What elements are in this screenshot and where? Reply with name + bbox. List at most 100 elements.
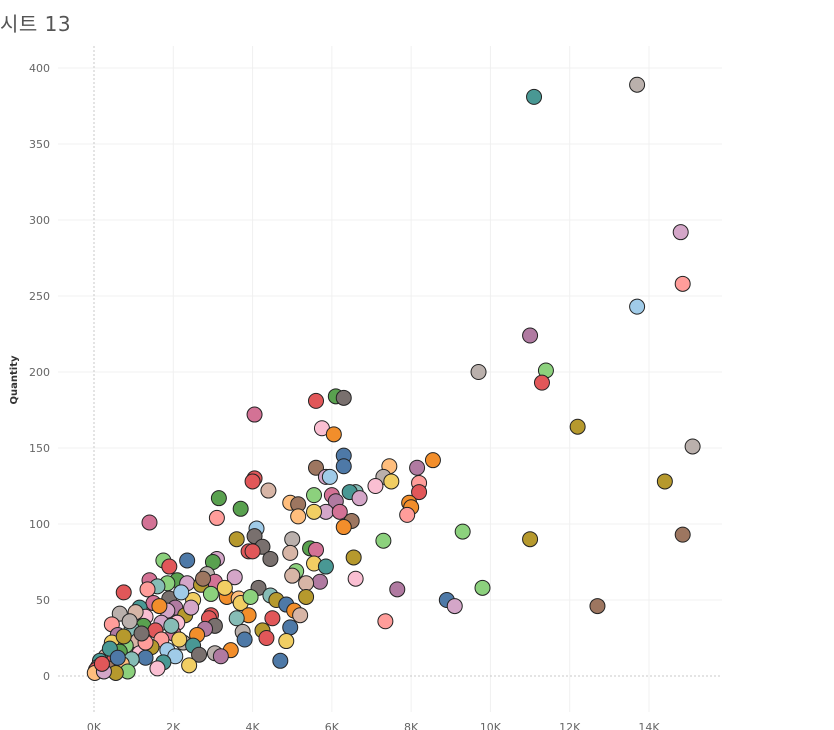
- scatter-point[interactable]: [331, 503, 348, 520]
- scatter-point[interactable]: [244, 473, 261, 490]
- y-tick-label: 300: [29, 214, 50, 227]
- scatter-point[interactable]: [181, 657, 198, 674]
- scatter-point[interactable]: [424, 452, 441, 469]
- scatter-point[interactable]: [347, 570, 364, 587]
- scatter-point[interactable]: [446, 598, 463, 615]
- scatter-point[interactable]: [308, 392, 324, 409]
- scatter-point[interactable]: [272, 652, 289, 669]
- scatter-point[interactable]: [629, 76, 646, 93]
- scatter-point[interactable]: [262, 550, 279, 567]
- scatter-point[interactable]: [411, 484, 428, 501]
- scatter-point[interactable]: [526, 88, 543, 105]
- scatter-point[interactable]: [308, 459, 324, 476]
- scatter-point[interactable]: [141, 514, 158, 531]
- scatter-point[interactable]: [389, 581, 406, 598]
- scatter-point[interactable]: [183, 599, 200, 616]
- scatter-point[interactable]: [674, 526, 691, 543]
- scatter-point[interactable]: [139, 581, 156, 598]
- scatter-point[interactable]: [115, 584, 132, 601]
- scatter-point[interactable]: [121, 613, 138, 630]
- scatter-point[interactable]: [674, 275, 691, 292]
- scatter-point[interactable]: [335, 389, 352, 406]
- scatter-point[interactable]: [149, 660, 166, 677]
- scatter-point[interactable]: [173, 584, 190, 601]
- scatter-point[interactable]: [258, 630, 275, 646]
- scatter-point[interactable]: [317, 558, 334, 575]
- scatter-point[interactable]: [216, 579, 233, 596]
- scatter-point[interactable]: [522, 327, 539, 344]
- scatter-point[interactable]: [298, 588, 315, 605]
- scatter-point[interactable]: [321, 468, 338, 485]
- scatter-point[interactable]: [284, 567, 301, 584]
- scatter-point[interactable]: [191, 646, 208, 663]
- scatter-point[interactable]: [522, 531, 539, 548]
- scatter-point[interactable]: [228, 531, 245, 548]
- scatter-point[interactable]: [228, 610, 245, 627]
- scatter-point[interactable]: [171, 631, 188, 648]
- scatter-point[interactable]: [292, 607, 309, 624]
- scatter-point[interactable]: [589, 598, 606, 615]
- scatter-point[interactable]: [409, 459, 426, 476]
- scatter-point[interactable]: [133, 625, 150, 642]
- scatter-point[interactable]: [226, 569, 243, 586]
- y-tick-label: 0: [43, 670, 50, 683]
- scatter-point[interactable]: [325, 426, 342, 443]
- y-tick-label: 250: [29, 290, 50, 303]
- scatter-point[interactable]: [367, 478, 384, 494]
- scatter-point[interactable]: [260, 482, 277, 499]
- scatter-point[interactable]: [335, 519, 352, 536]
- scatter-point[interactable]: [311, 573, 328, 590]
- scatter-point[interactable]: [399, 506, 416, 523]
- scatter-point[interactable]: [298, 575, 315, 592]
- scatter-point[interactable]: [161, 558, 178, 575]
- scatter-point[interactable]: [244, 543, 261, 560]
- scatter-point[interactable]: [454, 523, 471, 540]
- y-tick-label: 100: [29, 518, 50, 531]
- scatter-point[interactable]: [656, 473, 673, 490]
- x-tick-label: 8K: [404, 721, 419, 730]
- scatter-point[interactable]: [345, 549, 362, 566]
- scatter-point[interactable]: [282, 544, 299, 561]
- scatter-point[interactable]: [351, 490, 368, 507]
- scatter-point[interactable]: [208, 509, 225, 526]
- scatter-point[interactable]: [290, 508, 307, 525]
- y-axis-ticks: 0 50 100 150 200 250 300 350 400: [29, 62, 50, 683]
- scatter-point[interactable]: [137, 649, 154, 666]
- scatter-point[interactable]: [308, 541, 324, 558]
- scatter-point[interactable]: [470, 364, 487, 380]
- scatter-point[interactable]: [306, 503, 323, 520]
- scatter-point[interactable]: [236, 631, 253, 648]
- scatter-point[interactable]: [375, 532, 392, 549]
- scatter-point[interactable]: [474, 579, 491, 596]
- gridlines: [58, 46, 722, 712]
- scatter-point[interactable]: [684, 438, 701, 455]
- scatter-point[interactable]: [212, 648, 229, 665]
- scatter-point[interactable]: [195, 570, 212, 587]
- scatter-point[interactable]: [109, 649, 126, 666]
- scatter-point[interactable]: [335, 458, 352, 475]
- scatter-point[interactable]: [93, 655, 110, 672]
- scatter-point[interactable]: [151, 598, 168, 615]
- scatter-point[interactable]: [163, 617, 180, 634]
- scatter-point[interactable]: [629, 298, 646, 315]
- scatter-point[interactable]: [569, 418, 586, 435]
- scatter-point[interactable]: [179, 552, 196, 569]
- y-tick-label: 50: [36, 594, 50, 607]
- scatter-point[interactable]: [282, 619, 299, 636]
- scatter-point[interactable]: [278, 633, 295, 650]
- scatter-point[interactable]: [264, 610, 281, 627]
- scatter-point[interactable]: [377, 613, 394, 630]
- scatter-point[interactable]: [202, 585, 219, 602]
- scatter-point[interactable]: [115, 628, 132, 645]
- scatter-point[interactable]: [284, 531, 301, 548]
- scatter-point[interactable]: [533, 374, 550, 391]
- y-axis-title: Quantity: [9, 355, 20, 404]
- scatter-point[interactable]: [246, 406, 263, 423]
- scatter-point[interactable]: [232, 500, 249, 517]
- scatter-point[interactable]: [210, 490, 227, 507]
- scatter-point[interactable]: [672, 224, 689, 241]
- scatter-point[interactable]: [242, 588, 259, 605]
- scatter-point[interactable]: [306, 487, 323, 504]
- scatter-point[interactable]: [383, 473, 400, 490]
